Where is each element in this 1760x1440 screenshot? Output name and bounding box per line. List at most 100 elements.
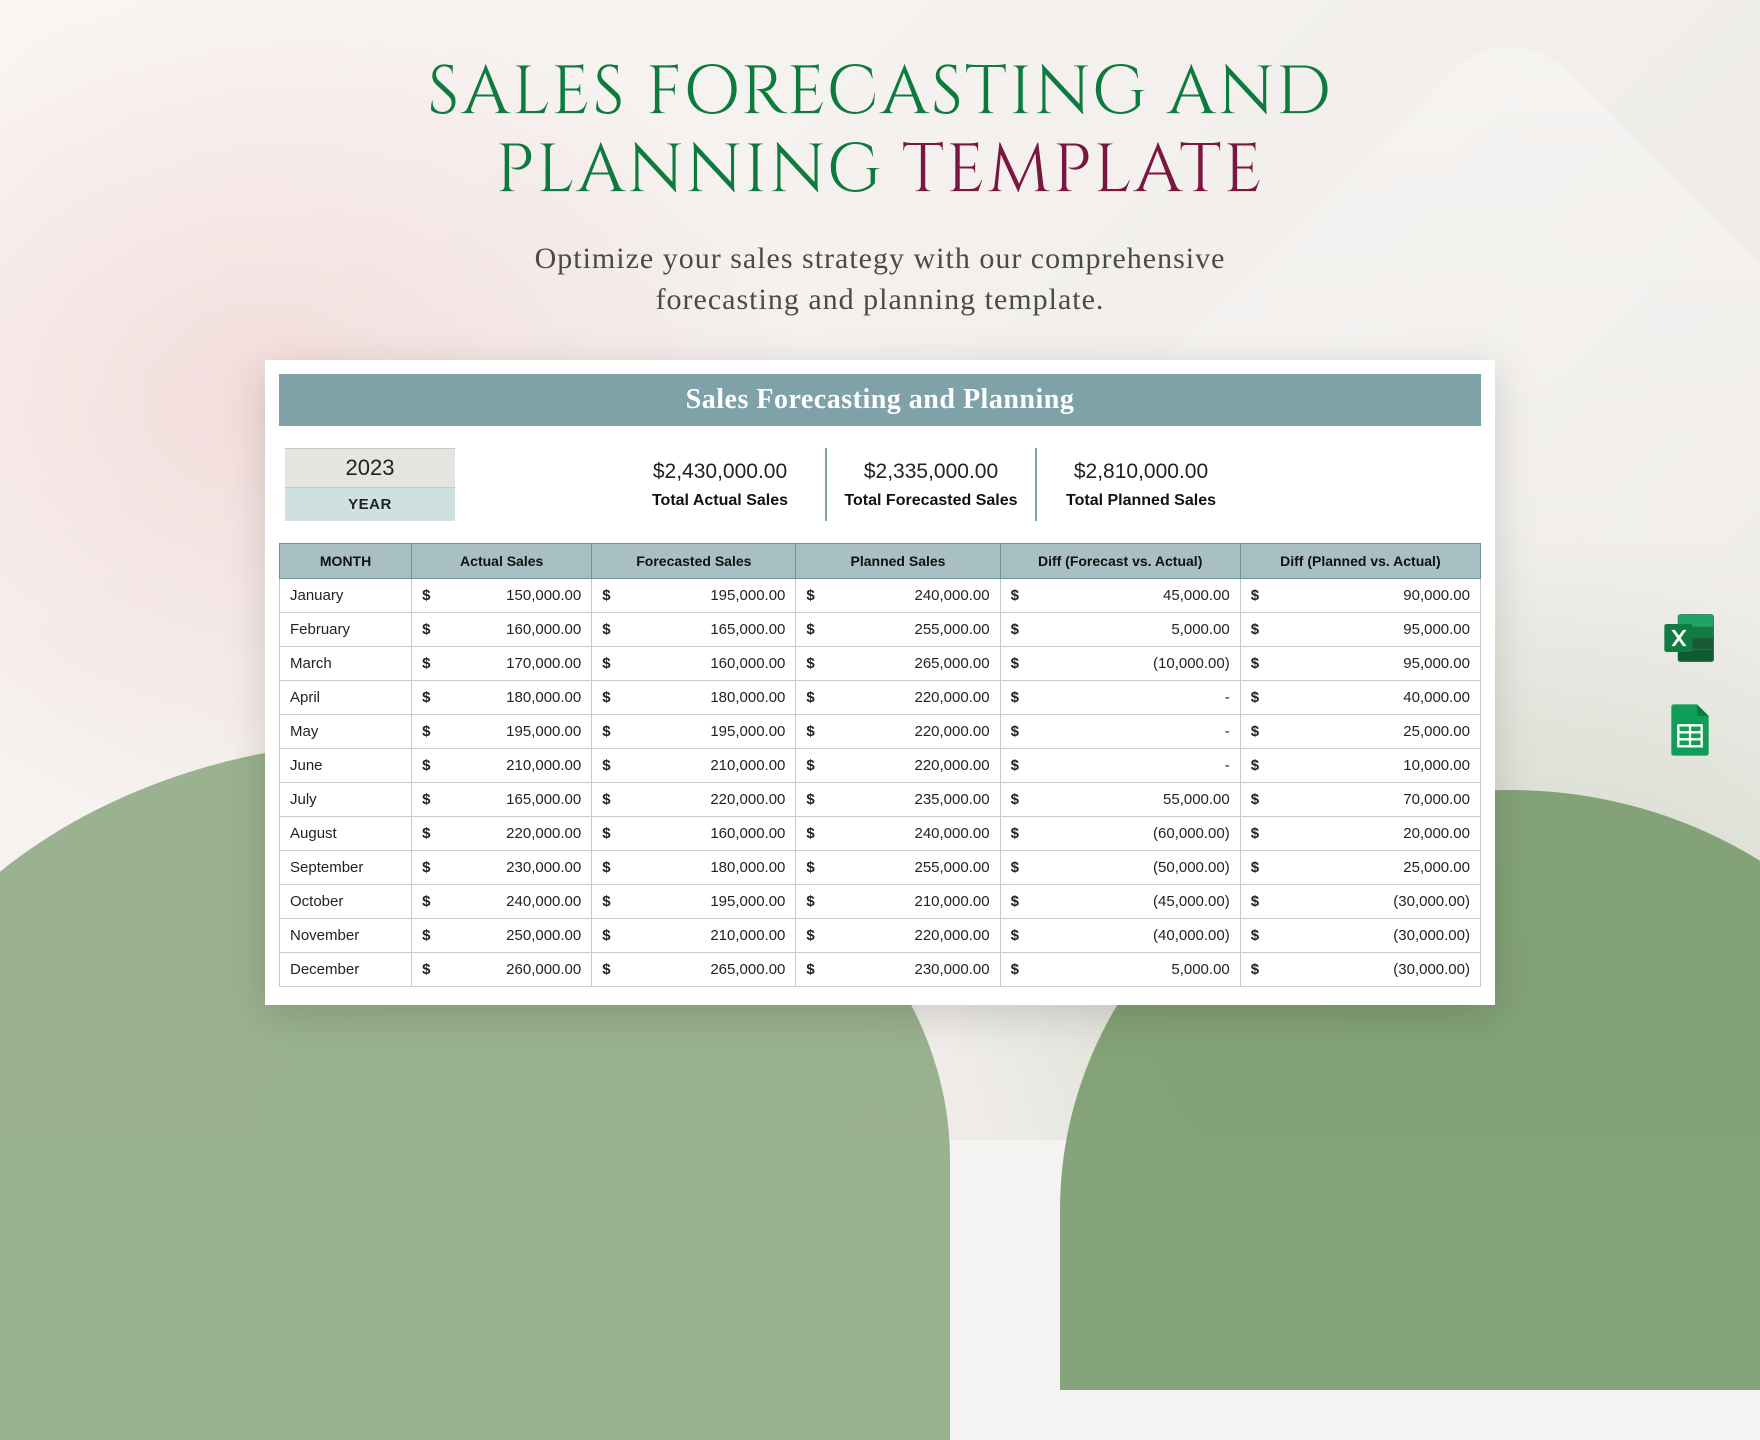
currency-value: 220,000.00 [710,791,785,808]
currency-value: 220,000.00 [914,757,989,774]
currency-cell: $5,000.00 [1000,953,1240,987]
currency-value: 90,000.00 [1403,587,1470,604]
currency-cell: $(10,000.00) [1000,647,1240,681]
currency-value: 10,000.00 [1403,757,1470,774]
table-row: October$240,000.00$195,000.00$210,000.00… [280,885,1481,919]
currency-symbol: $ [1011,927,1019,944]
table-row: February$160,000.00$165,000.00$255,000.0… [280,613,1481,647]
currency-cell: $20,000.00 [1240,817,1480,851]
month-cell: September [280,851,412,885]
currency-value: 220,000.00 [914,689,989,706]
currency-cell: $(40,000.00) [1000,919,1240,953]
subtitle-line-1: Optimize your sales strategy with our co… [535,242,1226,275]
currency-symbol: $ [806,791,814,808]
currency-cell: $220,000.00 [796,715,1000,749]
currency-cell: $160,000.00 [412,613,592,647]
currency-symbol: $ [1011,757,1019,774]
currency-symbol: $ [1011,791,1019,808]
currency-cell: $- [1000,749,1240,783]
currency-cell: $(30,000.00) [1240,919,1480,953]
currency-cell: $240,000.00 [796,579,1000,613]
currency-cell: $220,000.00 [592,783,796,817]
currency-symbol: $ [806,655,814,672]
currency-value: 160,000.00 [710,825,785,842]
currency-value: 265,000.00 [710,961,785,978]
currency-symbol: $ [422,927,430,944]
currency-cell: $260,000.00 [412,953,592,987]
currency-symbol: $ [602,655,610,672]
month-cell: January [280,579,412,613]
table-row: January$150,000.00$195,000.00$240,000.00… [280,579,1481,613]
currency-value: 5,000.00 [1171,621,1229,638]
currency-value: 95,000.00 [1403,655,1470,672]
currency-value: 230,000.00 [914,961,989,978]
currency-value: (60,000.00) [1153,825,1230,842]
currency-cell: $90,000.00 [1240,579,1480,613]
currency-value: 160,000.00 [506,621,581,638]
currency-symbol: $ [422,621,430,638]
currency-symbol: $ [1011,655,1019,672]
month-cell: June [280,749,412,783]
currency-cell: $45,000.00 [1000,579,1240,613]
currency-symbol: $ [1251,689,1259,706]
subtitle: Optimize your sales strategy with our co… [0,239,1760,320]
month-cell: December [280,953,412,987]
currency-symbol: $ [1251,893,1259,910]
currency-value: (45,000.00) [1153,893,1230,910]
currency-value: 95,000.00 [1403,621,1470,638]
currency-symbol: $ [422,689,430,706]
currency-symbol: $ [1011,689,1019,706]
currency-value: 70,000.00 [1403,791,1470,808]
currency-symbol: $ [1251,757,1259,774]
currency-symbol: $ [806,961,814,978]
google-sheets-icon[interactable] [1662,702,1718,758]
currency-value: 250,000.00 [506,927,581,944]
currency-symbol: $ [602,791,610,808]
table-column-header: Planned Sales [796,544,1000,579]
currency-cell: $230,000.00 [796,953,1000,987]
summary-label: Total Forecasted Sales [841,492,1021,510]
currency-symbol: $ [422,825,430,842]
currency-value: 210,000.00 [710,757,785,774]
currency-cell: $230,000.00 [412,851,592,885]
currency-cell: $5,000.00 [1000,613,1240,647]
currency-symbol: $ [422,961,430,978]
year-value: 2023 [285,448,455,488]
currency-value: 55,000.00 [1163,791,1230,808]
currency-symbol: $ [1251,791,1259,808]
excel-icon[interactable] [1662,610,1718,666]
currency-cell: $210,000.00 [796,885,1000,919]
currency-value: 220,000.00 [506,825,581,842]
currency-value: 255,000.00 [914,859,989,876]
currency-symbol: $ [602,893,610,910]
currency-symbol: $ [806,757,814,774]
currency-value: 160,000.00 [710,655,785,672]
table-row: July$165,000.00$220,000.00$235,000.00$55… [280,783,1481,817]
summary-cell: $2,430,000.00Total Actual Sales [615,448,825,521]
table-row: September$230,000.00$180,000.00$255,000.… [280,851,1481,885]
currency-cell: $235,000.00 [796,783,1000,817]
currency-value: 25,000.00 [1403,859,1470,876]
currency-symbol: $ [1251,655,1259,672]
table-row: May$195,000.00$195,000.00$220,000.00$-$2… [280,715,1481,749]
currency-value: 210,000.00 [914,893,989,910]
currency-cell: $195,000.00 [592,579,796,613]
currency-value: 5,000.00 [1171,961,1229,978]
currency-cell: $10,000.00 [1240,749,1480,783]
currency-symbol: $ [806,893,814,910]
month-cell: March [280,647,412,681]
currency-cell: $160,000.00 [592,647,796,681]
currency-value: 195,000.00 [506,723,581,740]
currency-symbol: $ [1011,961,1019,978]
summary-label: Total Actual Sales [629,492,811,510]
table-column-header: Diff (Planned vs. Actual) [1240,544,1480,579]
table-column-header: Diff (Forecast vs. Actual) [1000,544,1240,579]
currency-cell: $210,000.00 [412,749,592,783]
currency-symbol: $ [806,689,814,706]
currency-symbol: $ [422,859,430,876]
currency-symbol: $ [1011,587,1019,604]
summary-label: Total Planned Sales [1051,492,1231,510]
currency-value: (30,000.00) [1393,893,1470,910]
summary-cell: $2,335,000.00Total Forecasted Sales [825,448,1035,521]
table-row: June$210,000.00$210,000.00$220,000.00$-$… [280,749,1481,783]
